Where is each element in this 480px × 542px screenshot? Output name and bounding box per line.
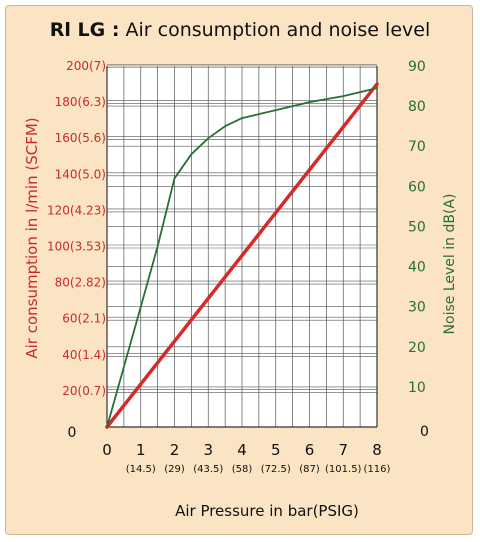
x-tick-label: 6 bbox=[305, 441, 315, 459]
x-tick-sublabel: (43.5) bbox=[193, 464, 223, 475]
y-right-tick-label: 10 bbox=[408, 380, 426, 396]
x-tick-label: 8 bbox=[372, 441, 382, 459]
y-axis-left-label: Air consumption in l/min (SCFM) bbox=[23, 117, 41, 358]
x-tick-sublabel: (14.5) bbox=[126, 464, 156, 475]
y-left-tick-label: 40(1.4) bbox=[62, 348, 106, 362]
x-tick-sublabel: (58) bbox=[232, 464, 253, 475]
x-tick-label: 7 bbox=[338, 441, 348, 459]
y-left-tick-label: 200(7) bbox=[66, 59, 106, 73]
y-right-tick-label: 30 bbox=[408, 300, 426, 316]
x-tick-label: 3 bbox=[203, 441, 213, 459]
y-right-tick-label: 80 bbox=[408, 99, 426, 115]
x-tick-sublabel: (29) bbox=[164, 464, 185, 475]
x-tick-label: 4 bbox=[237, 441, 247, 459]
chart-title-rest: Air consumption and noise level bbox=[119, 19, 430, 41]
x-tick-sublabel: (101.5) bbox=[325, 464, 362, 475]
y-left-tick-label: 0 bbox=[68, 425, 77, 441]
x-tick-label: 0 bbox=[102, 441, 112, 459]
y-axis-right-label: Noise Level in dB(A) bbox=[442, 194, 458, 335]
series-line-noise-level bbox=[106, 87, 378, 428]
series-line-air-consumption bbox=[105, 82, 379, 429]
y-left-tick-label: 180(6.3) bbox=[55, 95, 106, 109]
y-right-tick-label: 40 bbox=[408, 260, 426, 276]
tick-labels: 0 20(0.7) 40(1.4) 60(2.1) 80(2.82) 100(3.53) 1… bbox=[47, 59, 429, 475]
y-left-tick-label: 160(5.6) bbox=[55, 131, 106, 145]
x-tick-sublabel: (116) bbox=[364, 464, 391, 475]
series-group bbox=[105, 82, 379, 429]
y-right-tick-label: 90 bbox=[408, 59, 426, 75]
x-tick-sublabel: (87) bbox=[299, 464, 320, 475]
y-left-tick-label: 20(0.7) bbox=[62, 384, 106, 398]
y-right-tick-label: 0 bbox=[420, 424, 429, 440]
x-axis-label: Air Pressure in bar(PSIG) bbox=[175, 502, 359, 520]
y-left-tick-label: 140(5.0) bbox=[55, 167, 106, 181]
y-left-tick-label: 80(2.82) bbox=[55, 276, 106, 290]
x-tick-label: 1 bbox=[136, 441, 146, 459]
y-left-tick-label: 120(4.23) bbox=[47, 203, 106, 217]
x-tick-sublabel: (72.5) bbox=[261, 464, 291, 475]
y-right-tick-label: 60 bbox=[408, 179, 426, 195]
axes bbox=[106, 66, 378, 428]
grid bbox=[106, 64, 378, 427]
chart-title: Rl LG : Air consumption and noise level bbox=[50, 19, 430, 41]
x-tick-label: 2 bbox=[170, 441, 180, 459]
y-left-tick-label: 100(3.53) bbox=[47, 240, 106, 254]
y-right-tick-label: 20 bbox=[408, 340, 426, 356]
chart-title-bold: Rl LG : bbox=[50, 19, 120, 41]
y-left-tick-label: 60(2.1) bbox=[62, 312, 106, 326]
x-tick-label: 5 bbox=[271, 441, 281, 459]
y-right-tick-label: 50 bbox=[408, 219, 426, 235]
y-right-tick-label: 70 bbox=[408, 139, 426, 155]
